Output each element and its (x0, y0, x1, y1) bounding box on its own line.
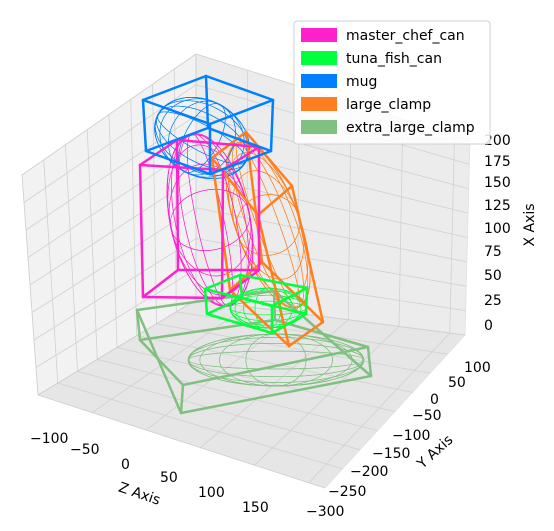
extra_large_clamp-parallel (187, 350, 365, 370)
x-tick-label: 150 (484, 175, 511, 191)
tuna_fish_can-box-edge (240, 296, 308, 316)
tuna_fish_can-box-edge (238, 273, 309, 290)
legend-label: mug (346, 74, 377, 90)
mug-box-edge (204, 74, 210, 130)
y-tick-label: −300 (306, 504, 344, 520)
y-tick-label: −50 (412, 408, 442, 424)
large_clamp-box-edge (210, 156, 232, 292)
z-tick-label: 50 (160, 470, 178, 486)
master_chef_can-box-edge (138, 138, 179, 167)
tuna_fish_can-box (203, 273, 309, 335)
extra_large_clamp-box-edge (273, 318, 370, 349)
extra_large_clamp-box-edge (366, 345, 373, 378)
extra_large_clamp-box-edge (179, 383, 185, 415)
mug-box-edge (144, 149, 212, 176)
z-tick-label: 150 (242, 500, 269, 516)
tuna_fish_can-box-edge (203, 287, 209, 316)
x-tick-label: 125 (484, 198, 511, 214)
extra_large_clamp-box-edge (138, 318, 277, 342)
mug-box-edge (204, 74, 275, 102)
z-axis-label: Z Axis (116, 480, 162, 509)
x-tick-label: 100 (484, 221, 511, 237)
legend-swatch (301, 28, 337, 42)
mug-meridian (178, 103, 226, 173)
y-tick-label: −200 (350, 464, 388, 480)
mug-box-edge (144, 126, 210, 153)
tuna_fish_can-box-edge (238, 273, 244, 300)
x-tick-label: 50 (484, 268, 502, 284)
z-tick-label: −50 (70, 442, 100, 458)
master_chef_can-box-edge (141, 268, 180, 299)
tuna_fish_can-box-edge (203, 273, 242, 291)
large_clamp-box-edge (244, 130, 294, 188)
grid-lines (21, 53, 471, 489)
mug-box-edge (206, 126, 273, 153)
master_chef_can-box-edge (220, 168, 225, 300)
grid-line-y (86, 129, 378, 432)
mug-box-edge (269, 98, 275, 153)
mug-box-edge (208, 149, 273, 176)
z-tick-label: 0 (121, 457, 130, 473)
y-tick-label: 0 (430, 392, 439, 408)
master_chef_can-box-edge (138, 163, 145, 299)
tuna_fish_can-box-edge (270, 286, 309, 308)
legend-swatch (301, 74, 337, 88)
large_clamp-box-edge (210, 156, 260, 217)
x-tick-label: 200 (484, 133, 511, 149)
tuna_fish_can-box-edge (270, 312, 308, 335)
master_chef_can-box-edge (141, 295, 224, 300)
x-tick-label: 25 (484, 293, 502, 309)
grid-line-y (43, 159, 343, 470)
z-tick-label: 100 (198, 485, 225, 501)
legend-swatch (301, 97, 337, 111)
x-tick-label: 175 (484, 154, 511, 170)
master_chef_can-box-edge (175, 138, 261, 149)
legend-swatch (301, 51, 337, 65)
grid-line-y (130, 99, 413, 393)
legend-label: large_clamp (346, 97, 431, 113)
large_clamp-box-edge (256, 184, 294, 217)
z-tick-label: −100 (30, 431, 68, 447)
grid-line-y (152, 84, 431, 374)
y-tick-label: −250 (328, 484, 366, 500)
master_chef_can-parallel (170, 189, 250, 251)
tuna_fish_can-box-edge (205, 296, 244, 316)
tick-labels: 0255075100125150175200100500−50−100−150−… (30, 133, 511, 520)
extra_large_clamp-box-edge (181, 345, 370, 387)
legend-label: extra_large_clamp (346, 120, 475, 136)
x-tick-label: 0 (484, 318, 493, 334)
master_chef_can-box-edge (175, 138, 180, 272)
mug-box-edge (141, 98, 212, 126)
mug-box-edge (141, 74, 208, 102)
mug-box (141, 74, 275, 176)
legend-frame (293, 20, 491, 145)
y-tick-label: 50 (448, 375, 466, 391)
grid-line-y (21, 174, 326, 489)
legend-swatch (301, 120, 337, 134)
y-tick-label: −100 (392, 428, 430, 444)
mug-box-edge (208, 98, 275, 126)
tuna_fish_can-box-edge (304, 286, 309, 316)
legend-label: master_chef_can (346, 28, 465, 44)
y-tick-label: −150 (372, 446, 410, 462)
tuna_fish_can-box-edge (205, 312, 274, 335)
x-tick-label: 75 (484, 244, 502, 260)
mug-box-edge (141, 98, 148, 153)
grid-line-y (65, 144, 361, 451)
extra_large_clamp-box-edge (135, 308, 142, 342)
large_clamp-box-edge (290, 184, 325, 324)
x-axis-label: X Axis (522, 203, 538, 246)
legend-label: tuna_fish_can (346, 51, 442, 67)
y-tick-label: 100 (464, 360, 491, 376)
large_clamp-box-edge (287, 320, 325, 348)
extra_large_clamp-box-edge (138, 338, 185, 387)
bounding-boxes (135, 74, 373, 415)
extra_large_clamp-box-edge (179, 374, 373, 415)
